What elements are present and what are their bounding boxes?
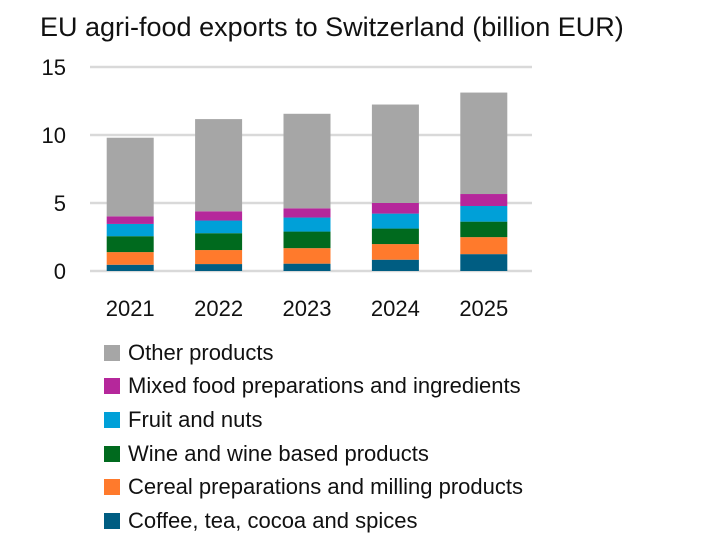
legend-swatch	[104, 411, 120, 428]
bar-segment	[371, 213, 419, 229]
legend: Other products Mixed food preparations an…	[104, 336, 523, 538]
bar-segment	[283, 231, 331, 249]
bar-segment	[106, 236, 154, 253]
bar-segment	[106, 137, 154, 217]
legend-label: Fruit and nuts	[128, 406, 263, 432]
legend-swatch	[104, 378, 120, 395]
y-tick-label: 0	[54, 259, 66, 284]
legend-swatch	[104, 512, 120, 529]
legend-label: Coffee, tea, cocoa and spices	[128, 507, 418, 533]
y-tick-label: 5	[54, 191, 66, 216]
legend-item: Cereal preparations and milling products	[104, 470, 523, 504]
y-tick-label: 10	[42, 123, 66, 148]
legend-item: Coffee, tea, cocoa and spices	[104, 504, 523, 538]
bar-segment	[460, 194, 508, 206]
bar-segment	[460, 221, 508, 238]
bar-segment	[283, 113, 331, 209]
bar-segment	[106, 264, 154, 271]
chart-title: EU agri-food exports to Switzerland (bil…	[40, 12, 624, 42]
legend-item: Wine and wine based products	[104, 437, 523, 471]
x-tick-label: 2024	[371, 296, 420, 321]
bar-segment	[195, 119, 243, 212]
bar-segment	[195, 211, 243, 221]
bar-segment	[460, 92, 508, 195]
x-tick-label: 2025	[459, 296, 508, 321]
x-tick-label: 2022	[194, 296, 243, 321]
x-tick-label: 2021	[106, 296, 155, 321]
bar-segment	[371, 203, 419, 214]
legend-label: Other products	[128, 339, 274, 365]
y-tick-label: 15	[42, 55, 66, 80]
bar-segment	[195, 233, 243, 251]
bar-segment	[195, 220, 243, 234]
legend-label: Wine and wine based products	[128, 440, 429, 466]
legend-item: Mixed food preparations and ingredients	[104, 370, 523, 404]
bar-segment	[195, 264, 243, 271]
legend-swatch	[104, 479, 120, 496]
bar-segment	[283, 263, 331, 271]
bar-segment	[371, 228, 419, 245]
bar-segment	[195, 250, 243, 265]
bar-segment	[106, 252, 154, 265]
bar-segment	[460, 237, 508, 255]
bar-segment	[460, 254, 508, 271]
bar-segment	[371, 104, 419, 203]
bar-segment	[106, 223, 154, 237]
bar-segment	[460, 205, 508, 222]
bar-segment	[283, 248, 331, 264]
legend-label: Mixed food preparations and ingredients	[128, 373, 521, 399]
bar-segment	[283, 208, 331, 218]
plot-area: 0 5 10 15 2021 2022 2023 2024 2025	[42, 55, 532, 321]
legend-item: Fruit and nuts	[104, 403, 523, 437]
bar-segment	[106, 216, 154, 224]
bar-segment	[371, 259, 419, 271]
legend-swatch	[104, 445, 120, 462]
legend-label: Cereal preparations and milling products	[128, 474, 523, 500]
legend-item: Other products	[104, 336, 523, 370]
bar-segment	[283, 217, 331, 232]
legend-swatch	[104, 344, 120, 361]
bar-segment	[371, 244, 419, 260]
x-tick-label: 2023	[283, 296, 332, 321]
